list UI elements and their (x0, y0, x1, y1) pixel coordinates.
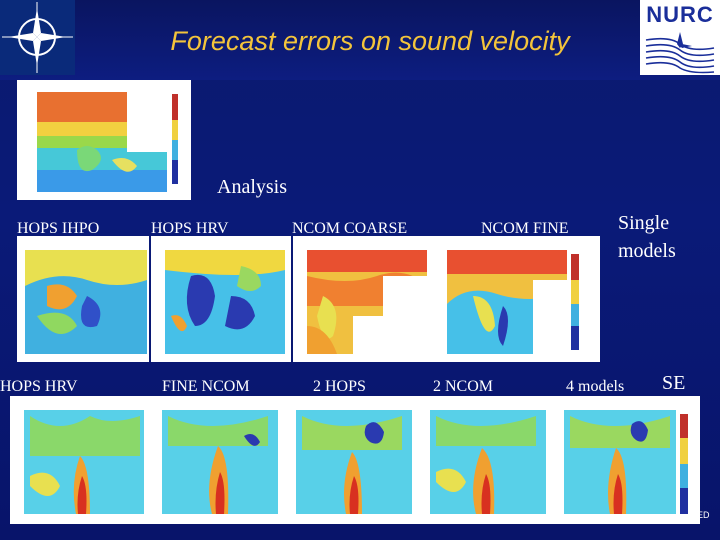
header-bar (0, 0, 720, 80)
plot-se-2-hops (282, 396, 416, 524)
row2-label-4-models: 4 models (566, 378, 625, 395)
nato-logo (0, 0, 75, 75)
page-title: Forecast errors on sound velocity (170, 26, 570, 56)
row1-label-hops-hrv: HOPS HRV (151, 220, 229, 237)
single-models-label-line1: Single (618, 212, 670, 234)
plot-ncom-coarse (293, 236, 433, 362)
analysis-label: Analysis (217, 176, 287, 198)
single-models-label-line2: models (618, 240, 676, 262)
nurc-logo-text: NURC (646, 2, 714, 27)
plot-hops-hrv (151, 236, 291, 362)
row2-label-hops-hrv: HOPS HRV (0, 378, 78, 395)
plot-se-4-models (550, 396, 700, 524)
se-label: SE (662, 372, 686, 394)
plot-se-hops-hrv (10, 396, 148, 524)
row1-label-ncom-coarse: NCOM COARSE (292, 220, 408, 237)
plot-hops-ihpo (17, 236, 149, 362)
nurc-logo: NURC (640, 0, 720, 75)
row2-label-fine-ncom: FINE NCOM (162, 378, 250, 395)
row1-label-ncom-fine: NCOM FINE (481, 220, 569, 237)
row1-label-hops-ihpo: HOPS IHPO (17, 220, 100, 237)
plot-se-fine-ncom (148, 396, 282, 524)
classification-mark: ED (697, 510, 710, 520)
row2-label-2-hops: 2 HOPS (313, 378, 366, 395)
plot-ncom-fine (433, 236, 600, 362)
plot-se-2-ncom (416, 396, 550, 524)
row2-label-2-ncom: 2 NCOM (433, 378, 494, 395)
analysis-plot (17, 80, 191, 200)
